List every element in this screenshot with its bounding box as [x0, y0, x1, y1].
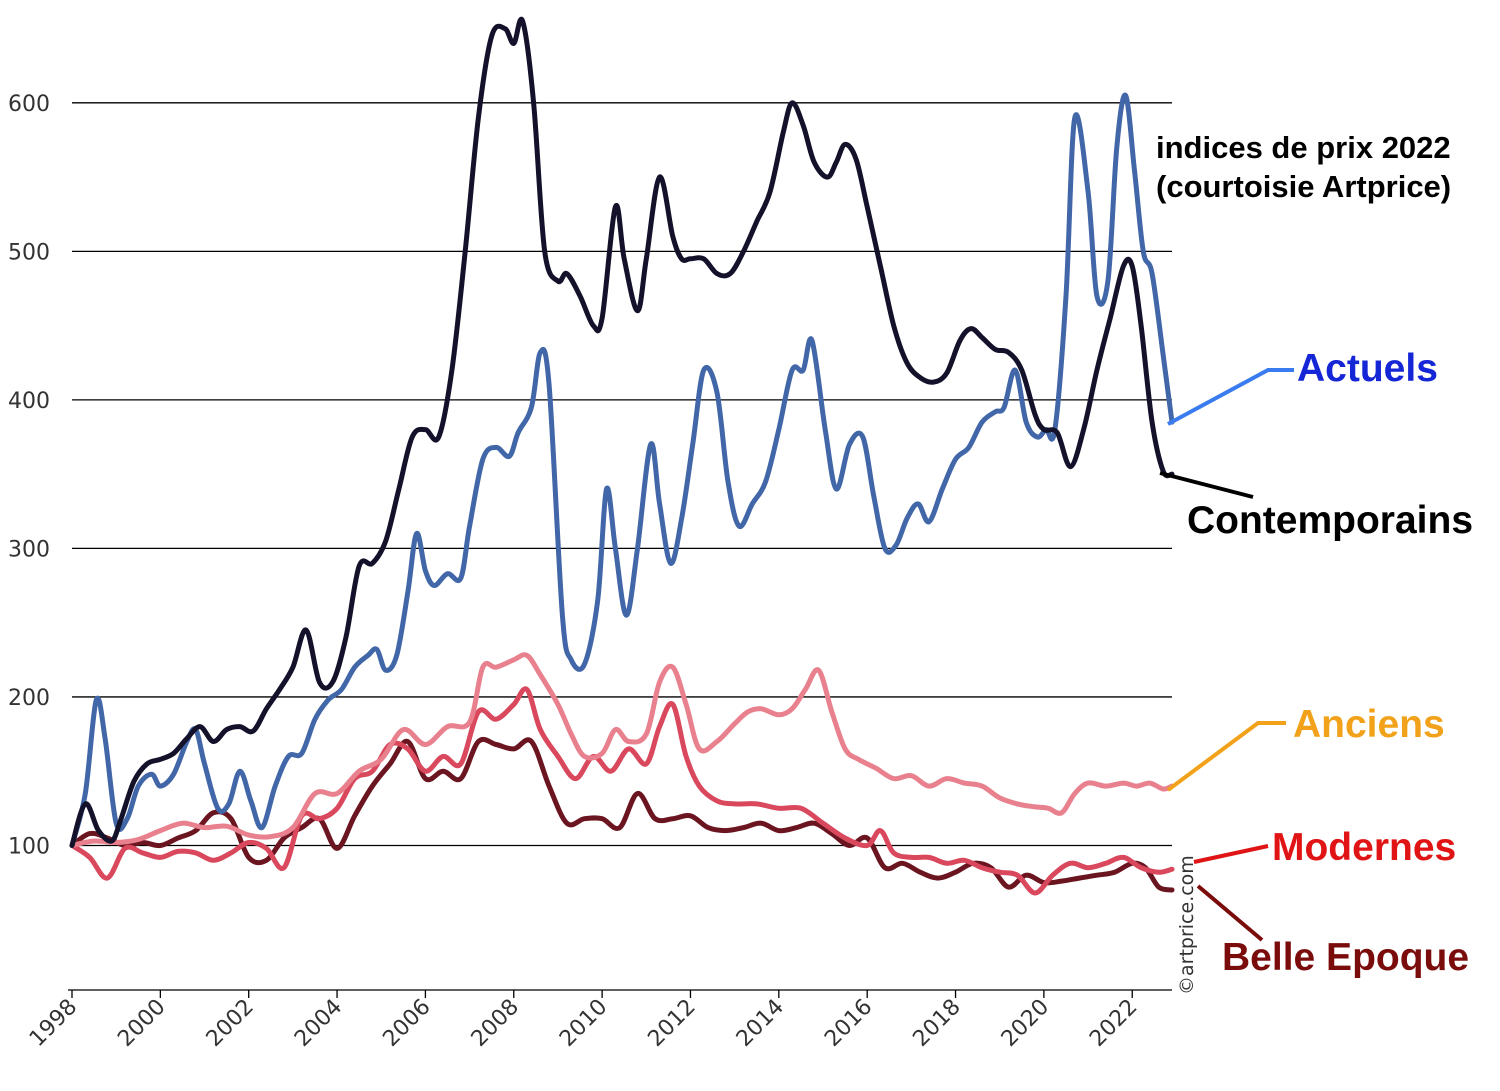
series-line-modernes	[69, 686, 1175, 896]
chart-title-block: indices de prix 2022 (courtoisie Artpric…	[1156, 128, 1496, 206]
series-line-belle-epoque	[69, 736, 1175, 893]
y-tick-label-300: 300	[8, 537, 50, 562]
x-tick-label-2010: 2010	[555, 995, 612, 1052]
x-tick-label-2020: 2020	[997, 995, 1054, 1052]
x-tick-label-2014: 2014	[732, 995, 789, 1052]
chart-title: indices de prix 2022	[1156, 130, 1451, 165]
y-tick-label-100: 100	[8, 834, 50, 859]
series-label-anciens: Anciens	[1293, 703, 1445, 746]
series-label-belle-epoque: Belle Epoque	[1222, 936, 1469, 979]
series-line-anciens	[69, 652, 1175, 848]
series-line-contemporains	[69, 16, 1175, 848]
y-tick-label-600: 600	[8, 92, 50, 117]
leader-line-anciens	[1166, 721, 1286, 792]
leader-line-actuels	[1167, 368, 1294, 426]
series-label-actuels: Actuels	[1297, 347, 1438, 390]
x-tick-label-2006: 2006	[378, 995, 435, 1052]
leader-line-contemporains	[1159, 471, 1254, 499]
x-tick-label-2012: 2012	[643, 995, 700, 1052]
leader-line-belle-epoque	[1196, 884, 1264, 942]
credit-text: ©artprice.com	[1176, 855, 1198, 995]
series-label-contemporains: Contemporains	[1187, 499, 1473, 542]
x-tick-label-2004: 2004	[290, 995, 347, 1052]
y-tick-label-400: 400	[8, 389, 50, 414]
x-tick-label-2002: 2002	[202, 995, 259, 1052]
x-tick-label-2018: 2018	[909, 995, 966, 1052]
y-tick-label-200: 200	[8, 686, 50, 711]
y-axis-ticks: 100 200 300 400 500 600	[8, 92, 50, 860]
x-tick-label-1998: 1998	[25, 995, 82, 1052]
series-labels: Actuels Anciens Modernes Belle Epoque Contem…	[1187, 347, 1473, 979]
x-tick-label-2016: 2016	[820, 995, 877, 1052]
x-tick-label-2000: 2000	[113, 995, 170, 1052]
series-label-modernes: Modernes	[1272, 826, 1456, 869]
series-lines	[69, 16, 1175, 896]
label-leader-lines	[1159, 368, 1294, 942]
y-tick-label-500: 500	[8, 240, 50, 265]
x-tick-label-2008: 2008	[467, 995, 524, 1052]
chart-subtitle: (courtoisie Artprice)	[1156, 169, 1452, 204]
x-axis: 1998 2000 2002 2004 2006 2008 2010 2012 2014 2016…	[25, 989, 1172, 1052]
x-tick-label-2022: 2022	[1085, 995, 1142, 1052]
series-line-actuels	[69, 92, 1175, 848]
leader-line-modernes	[1193, 844, 1269, 864]
